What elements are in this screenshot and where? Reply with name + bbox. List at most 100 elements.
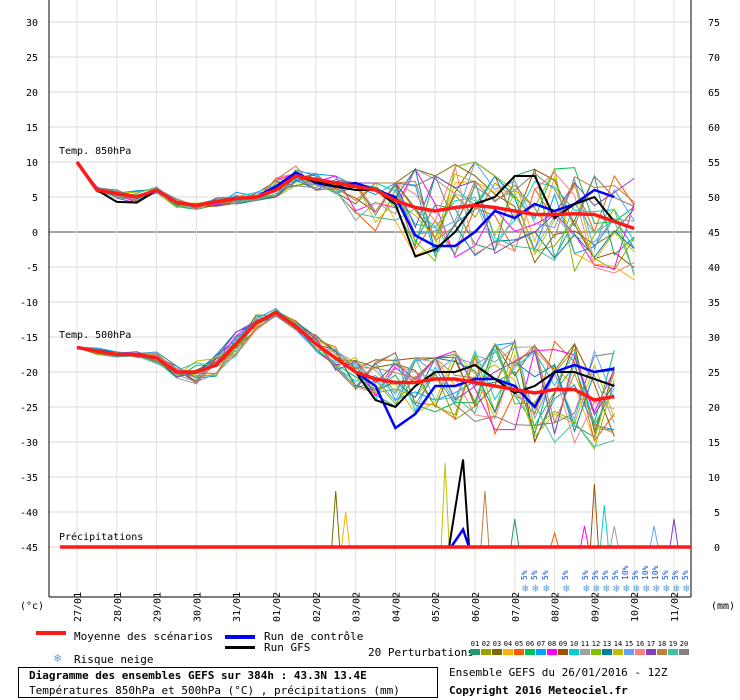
date-tick-label: 05/02 [431, 592, 442, 622]
right-tick-label: 65 [708, 88, 720, 99]
t850-mean-line [75, 160, 635, 231]
date-tick-label: 11/02 [670, 592, 681, 622]
right-tick-label: 45 [708, 228, 720, 239]
perturbation-swatch [613, 649, 623, 655]
footer-subtitle: Températures 850hPa et 500hPa (°C) , pré… [29, 684, 400, 697]
snowflake-icon: ❄ [593, 582, 600, 595]
snowflake-icon: ❄ [683, 582, 690, 595]
left-unit-label: (°c) [20, 601, 44, 612]
t500-mean-line [76, 310, 615, 402]
right-tick-label: 70 [708, 53, 720, 64]
t850-member-line [76, 161, 635, 251]
plot-area [49, 0, 691, 597]
grid [49, 0, 691, 597]
right-tick-label: 5 [714, 508, 720, 519]
snow-risk-label: 5% [561, 570, 570, 580]
perturbation-number: 06 [525, 640, 535, 648]
date-tick-label: 31/01 [232, 592, 243, 622]
precip-member-line [440, 462, 450, 548]
date-tick-label: 08/02 [551, 592, 562, 622]
snowflake-icon: ❄ [522, 582, 529, 595]
snow-risk-label: 5% [581, 570, 590, 580]
right-tick-label: 60 [708, 123, 720, 134]
perturbation-swatch [525, 649, 535, 655]
right-tick-label: 50 [708, 193, 720, 204]
perturbation-number: 16 [635, 640, 645, 648]
footer-box: Diagramme des ensembles GEFS sur 384h : … [18, 667, 438, 698]
right-unit-label: (mm) [711, 601, 735, 612]
precip-control-line [450, 526, 471, 548]
date-tick-label: 29/01 [153, 592, 164, 622]
perturbation-swatch [481, 649, 491, 655]
left-tick-label: 5 [32, 193, 38, 204]
snow-risk-label: 10% [641, 565, 650, 580]
legend-mean-swatch [36, 631, 66, 635]
perturbation-number: 20 [679, 640, 689, 648]
legend-gfs-swatch [225, 646, 255, 649]
snow-risk-label: 5% [611, 570, 620, 580]
perturbation-swatch [657, 649, 667, 655]
date-tick-label: 28/01 [113, 592, 124, 622]
precip-member-line [550, 531, 560, 548]
date-tick-label: 03/02 [352, 592, 363, 622]
left-tick-label: -40 [20, 508, 38, 519]
precip-member-line [480, 490, 490, 548]
left-tick-label: -30 [20, 438, 38, 449]
right-tick-label: 55 [708, 158, 720, 169]
snowflake-icon: ❄ [563, 582, 570, 595]
perturbation-swatch [646, 649, 656, 655]
date-tick-label: 06/02 [471, 592, 482, 622]
perturbation-number: 11 [580, 640, 590, 648]
perturbation-number: 01 [470, 640, 480, 648]
panel-label-precip: Précipitations [59, 531, 143, 543]
snow-risk-label: 10% [651, 565, 660, 580]
precip-member-line [649, 525, 659, 548]
left-tick-label: 30 [26, 18, 38, 29]
footer-run: Ensemble GEFS du 26/01/2016 - 12Z [449, 666, 668, 679]
perturbation-swatch [591, 649, 601, 655]
panel-label-t500: Temp. 500hPa [59, 330, 131, 341]
footer-copyright: Copyright 2016 Meteociel.fr [449, 684, 628, 697]
perturbation-swatch [569, 649, 579, 655]
perturbation-swatch [635, 649, 645, 655]
precip-member-line [609, 525, 619, 548]
snowflake-icon: ❄ [633, 582, 640, 595]
precip-member-line [579, 525, 589, 548]
left-tick-label: 0 [32, 228, 38, 239]
precip-member-line [331, 490, 341, 548]
perturbation-number: 17 [646, 640, 656, 648]
perturbation-swatch [514, 649, 524, 655]
precip-member-line [669, 518, 679, 548]
snowflake-icon: ❄ [603, 582, 610, 595]
legend-perturbations-label: 20 Perturbations [368, 646, 474, 659]
date-tick-label: 10/02 [630, 592, 641, 622]
snowflake-icon: ❄ [663, 582, 670, 595]
right-tick-label: 0 [714, 543, 720, 554]
perturbation-number: 02 [481, 640, 491, 648]
precip-member-line [510, 518, 520, 548]
snowflake-icon: ❄ [583, 582, 590, 595]
date-tick-label: 09/02 [590, 592, 601, 622]
snow-risk-label: 5% [661, 570, 670, 580]
t500-member-line [76, 310, 615, 427]
date-tick-label: 07/02 [511, 592, 522, 622]
perturbation-number: 10 [569, 640, 579, 648]
snow-risk-label: 5% [601, 570, 610, 580]
snow-risk-label: 10% [621, 565, 630, 580]
snow-risk-label: 5% [541, 570, 550, 580]
left-tick-label: -20 [20, 368, 38, 379]
snowflake-icon: ❄ [532, 582, 539, 595]
perturbation-number: 18 [657, 640, 667, 648]
perturbation-number: 15 [624, 640, 634, 648]
snow-risk-label: 5% [591, 570, 600, 580]
legend-mean-label: Moyenne des scénarios [74, 630, 214, 643]
left-tick-label: -15 [20, 333, 38, 344]
snow-risk-label: 5% [530, 570, 539, 580]
precip-member-line [589, 483, 599, 548]
perturbation-swatch [470, 649, 480, 655]
legend-snow-label: Risque neige [74, 653, 154, 666]
snowflake-icon: ❄ [643, 582, 650, 595]
perturbation-swatch [602, 649, 612, 655]
